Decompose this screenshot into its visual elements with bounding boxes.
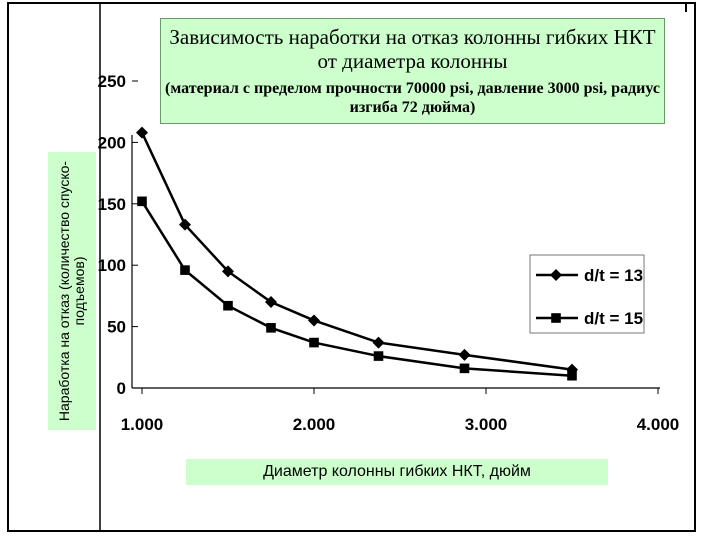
x-tick-label: 4.000	[637, 415, 680, 434]
legend-label: d/t = 15	[584, 309, 643, 328]
y-tick-label: 200	[98, 133, 126, 152]
data-point	[179, 218, 191, 231]
legend-marker	[550, 269, 562, 281]
data-point	[223, 300, 233, 311]
chart-title: Зависимость наработки на отказ колонны г…	[169, 25, 656, 73]
data-point	[136, 126, 148, 139]
y-label-box	[48, 152, 96, 430]
y-tick-label: 250	[98, 72, 126, 91]
x-tick-label: 1.000	[121, 415, 164, 434]
chart-subtitle: (материал с пределом прочности 70000 psi…	[165, 80, 660, 116]
outer-border	[7, 2, 696, 532]
y-axis-label: Наработка на отказ (количество спуско-по…	[56, 160, 87, 422]
data-point	[459, 363, 470, 374]
data-point	[567, 370, 577, 381]
y-tick-label: 0	[117, 379, 126, 398]
legend-label: d/t = 13	[584, 266, 643, 285]
title-box: Зависимость наработки на отказ колонны г…	[160, 18, 665, 124]
y-tick-label: 150	[98, 195, 126, 214]
legend: d/t = 13 d/t = 15	[536, 266, 643, 328]
data-point	[309, 337, 319, 348]
x-axis-label: Диаметр колонны гибких НКТ, дюйм	[186, 459, 608, 485]
data-point	[373, 351, 384, 361]
y-ticks: 0 50 100 150 200 250	[98, 72, 138, 398]
data-point	[222, 265, 234, 278]
legend-box	[529, 254, 645, 334]
x-tick-label: 3.000	[465, 415, 508, 434]
y-tick-label: 100	[98, 256, 126, 275]
data-point	[265, 296, 277, 309]
data-point	[137, 196, 147, 207]
data-point	[180, 265, 190, 275]
data-point	[372, 336, 385, 349]
data-point	[308, 314, 320, 327]
series-layer	[136, 126, 578, 381]
y-tick-label: 50	[107, 318, 126, 337]
x-tick-label: 2.000	[293, 415, 336, 434]
data-point	[266, 323, 276, 333]
legend-marker	[551, 313, 561, 323]
x-ticks: 1.000 2.000 3.000 4.000	[121, 388, 680, 434]
series-line-1	[140, 132, 573, 371]
data-point	[458, 348, 471, 361]
series-line-2	[140, 200, 573, 377]
